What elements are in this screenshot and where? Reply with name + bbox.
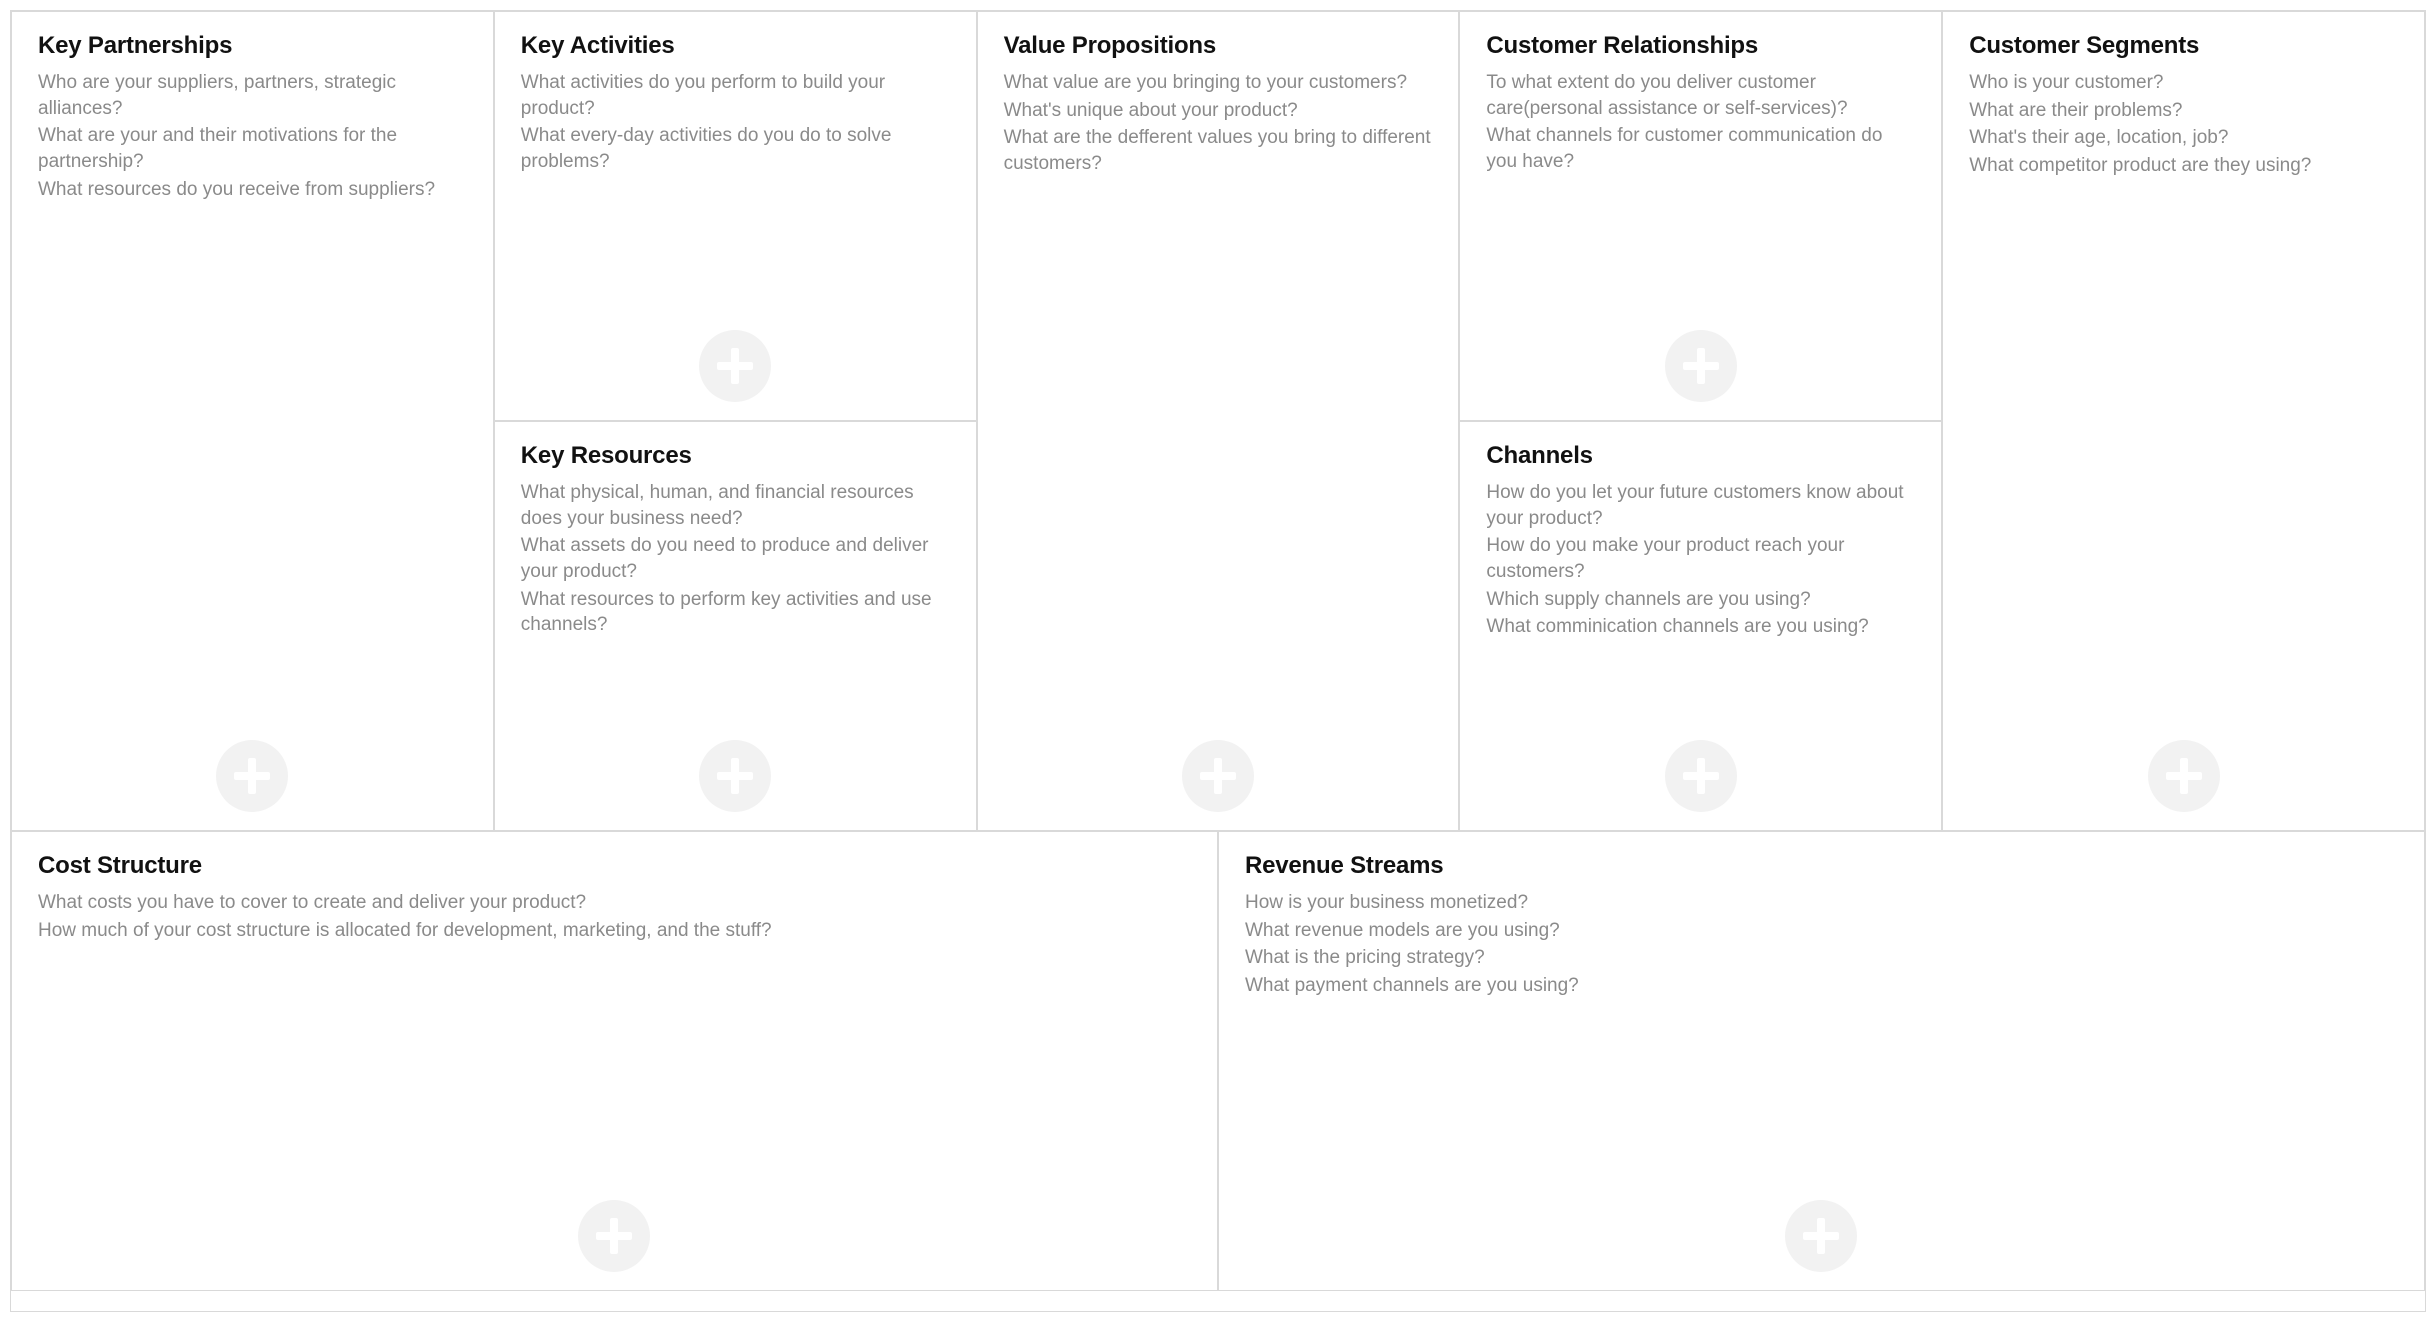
add-icon[interactable] (1665, 330, 1737, 402)
cell-key-partnerships: Key Partnerships Who are your suppliers,… (11, 11, 494, 831)
add-icon[interactable] (578, 1200, 650, 1272)
cell-hints: What costs you have to cover to create a… (38, 890, 1191, 943)
cell-channels: Channels How do you let your future cust… (1459, 421, 1942, 831)
hint-line: What costs you have to cover to create a… (38, 890, 1191, 916)
add-icon[interactable] (1182, 740, 1254, 812)
hint-line: Who are your suppliers, partners, strate… (38, 70, 467, 121)
add-icon[interactable] (2148, 740, 2220, 812)
hint-line: What value are you bringing to your cust… (1004, 70, 1433, 96)
hint-line: How is your business monetized? (1245, 890, 2398, 916)
add-icon[interactable] (699, 330, 771, 402)
cell-title: Customer Relationships (1486, 32, 1915, 60)
hint-line: What every-day activities do you do to s… (521, 123, 950, 174)
cell-hints: Who is your customer? What are their pro… (1969, 70, 2398, 179)
hint-line: What physical, human, and financial reso… (521, 480, 950, 531)
cell-title: Key Activities (521, 32, 950, 60)
hint-line: What comminication channels are you usin… (1486, 614, 1915, 640)
hint-line: What resources to perform key activities… (521, 587, 950, 638)
hint-line: What activities do you perform to build … (521, 70, 950, 121)
cell-title: Value Propositions (1004, 32, 1433, 60)
cell-customer-relationships: Customer Relationships To what extent do… (1459, 11, 1942, 421)
cell-title: Revenue Streams (1245, 852, 2398, 880)
add-icon[interactable] (699, 740, 771, 812)
cell-value-propositions: Value Propositions What value are you br… (977, 11, 1460, 831)
cell-key-activities: Key Activities What activities do you pe… (494, 11, 977, 421)
hint-line: What competitor product are they using? (1969, 153, 2398, 179)
cell-revenue-streams: Revenue Streams How is your business mon… (1218, 831, 2425, 1291)
hint-line: Who is your customer? (1969, 70, 2398, 96)
hint-line: What are your and their motivations for … (38, 123, 467, 174)
hint-line: What are the defferent values you bring … (1004, 125, 1433, 176)
hint-line: What's unique about your product? (1004, 98, 1433, 124)
cell-hints: To what extent do you deliver customer c… (1486, 70, 1915, 175)
cell-title: Key Partnerships (38, 32, 467, 60)
hint-line: Which supply channels are you using? (1486, 587, 1915, 613)
hint-line: How much of your cost structure is alloc… (38, 918, 1191, 944)
hint-line: What revenue models are you using? (1245, 918, 2398, 944)
hint-line: What is the pricing strategy? (1245, 945, 2398, 971)
cell-title: Key Resources (521, 442, 950, 470)
cell-hints: How do you let your future customers kno… (1486, 480, 1915, 640)
hint-line: To what extent do you deliver customer c… (1486, 70, 1915, 121)
cell-hints: What value are you bringing to your cust… (1004, 70, 1433, 177)
hint-line: What channels for customer communication… (1486, 123, 1915, 174)
hint-line: What payment channels are you using? (1245, 973, 2398, 999)
business-model-canvas: Key Partnerships Who are your suppliers,… (0, 0, 2436, 1322)
cell-hints: Who are your suppliers, partners, strate… (38, 70, 467, 202)
hint-line: How do you let your future customers kno… (1486, 480, 1915, 531)
cell-title: Customer Segments (1969, 32, 2398, 60)
cell-hints: How is your business monetized? What rev… (1245, 890, 2398, 999)
cell-hints: What physical, human, and financial reso… (521, 480, 950, 638)
add-icon[interactable] (1665, 740, 1737, 812)
cell-hints: What activities do you perform to build … (521, 70, 950, 175)
add-icon[interactable] (1785, 1200, 1857, 1272)
cell-title: Cost Structure (38, 852, 1191, 880)
hint-line: What assets do you need to produce and d… (521, 533, 950, 584)
bmc-grid: Key Partnerships Who are your suppliers,… (10, 10, 2426, 1312)
cell-key-resources: Key Resources What physical, human, and … (494, 421, 977, 831)
cell-title: Channels (1486, 442, 1915, 470)
hint-line: What are their problems? (1969, 98, 2398, 124)
hint-line: What resources do you receive from suppl… (38, 177, 467, 203)
add-icon[interactable] (216, 740, 288, 812)
cell-customer-segments: Customer Segments Who is your customer? … (1942, 11, 2425, 831)
cell-cost-structure: Cost Structure What costs you have to co… (11, 831, 1218, 1291)
hint-line: How do you make your product reach your … (1486, 533, 1915, 584)
hint-line: What's their age, location, job? (1969, 125, 2398, 151)
